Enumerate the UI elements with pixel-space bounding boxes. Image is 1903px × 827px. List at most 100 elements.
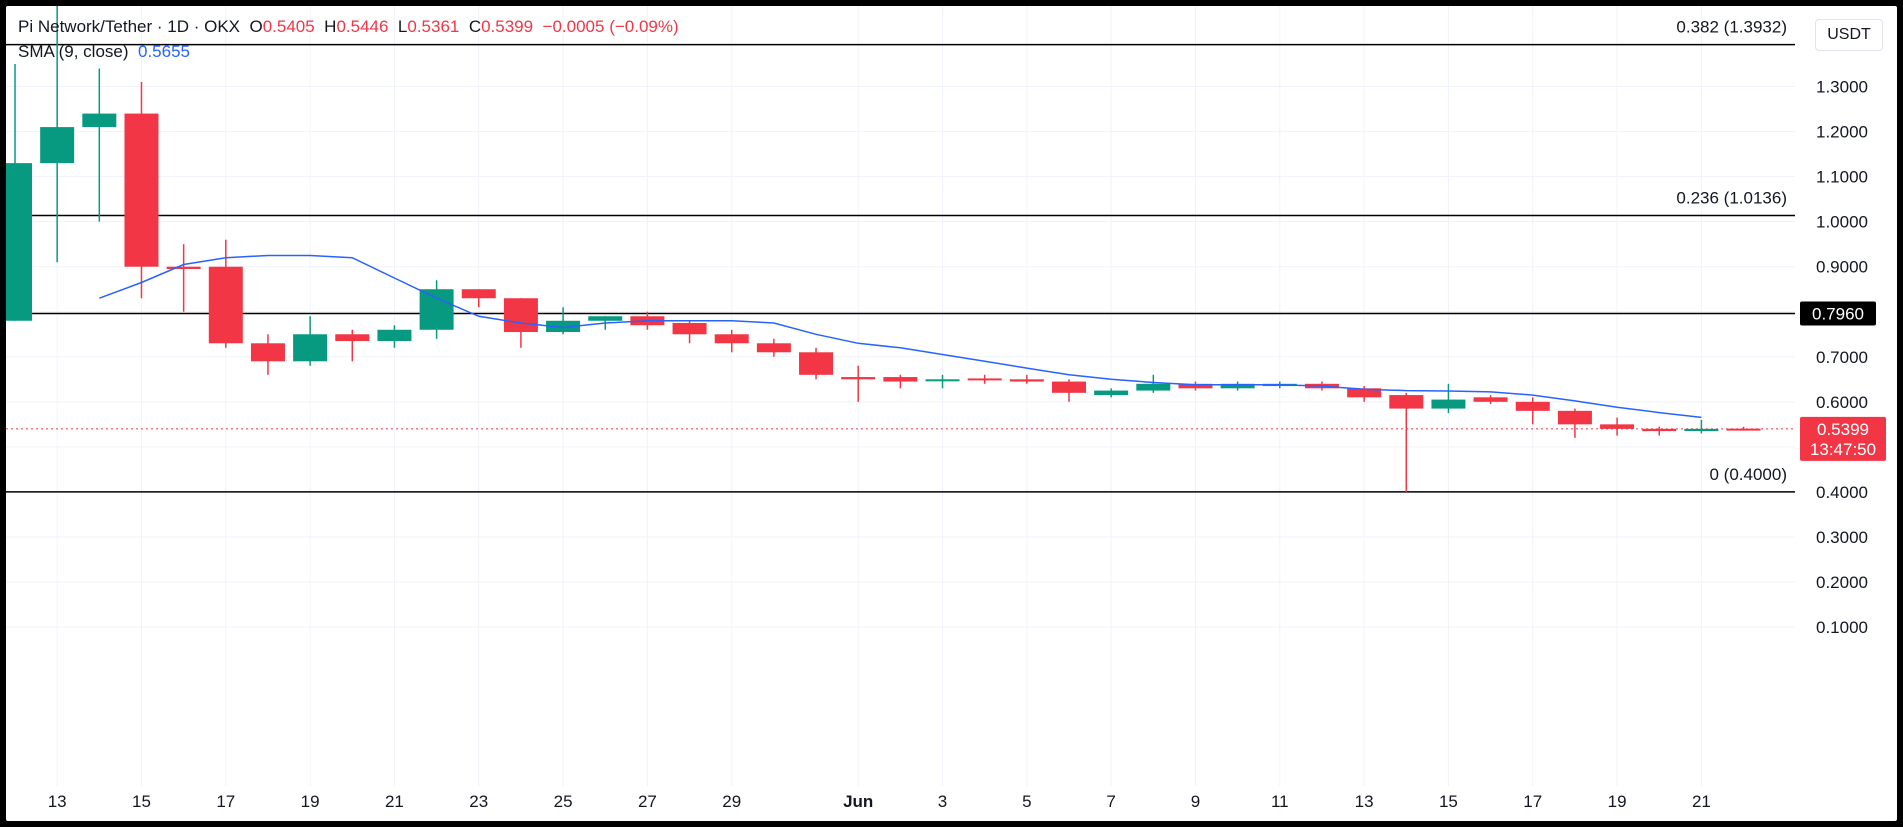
change-value: −0.0005 (−0.09%): [542, 17, 679, 36]
candle-body: [461, 289, 496, 299]
candle-body: [756, 343, 791, 353]
candle-body: [503, 298, 538, 333]
symbol-label[interactable]: Pi Network/Tether · 1D · OKX: [18, 17, 241, 36]
candle-body: [967, 378, 1002, 381]
price-chart[interactable]: 0.382 (1.3932) 0.236 (1.0136) 0 (0.4000) 1…: [6, 6, 1897, 821]
chart-panel[interactable]: 0.382 (1.3932) 0.236 (1.0136) 0 (0.4000) 1…: [6, 6, 1897, 821]
sma-line: [99, 254, 1702, 419]
y-tick-label: 1.3000: [1816, 78, 1868, 97]
candle-body: [1094, 390, 1129, 396]
candle-body: [208, 266, 243, 344]
x-tick-label: 9: [1191, 792, 1200, 811]
candle-body: [588, 316, 623, 321]
candle-body: [1347, 388, 1382, 398]
x-tick-label: Jun: [843, 792, 873, 811]
close-label: C: [468, 17, 482, 36]
high-label: H: [324, 17, 337, 36]
y-tick-label: 0.4000: [1816, 483, 1868, 502]
candle-body: [1178, 383, 1213, 389]
x-tick-label: 19: [1608, 792, 1627, 811]
fib-levels: 0.382 (1.3932) 0.236 (1.0136) 0 (0.4000): [6, 18, 1795, 493]
ohlc-legend: Pi Network/Tether · 1D · OKX O0.5405 H0.…: [18, 17, 679, 37]
candle-body: [1473, 397, 1508, 402]
candle-body: [1600, 424, 1635, 429]
candle-body: [377, 329, 412, 342]
low-label: L: [397, 17, 408, 36]
x-tick-label: 11: [1271, 792, 1289, 811]
x-tick-label: 3: [938, 792, 947, 811]
last-price-tag-countdown: 13:47:50: [1810, 440, 1876, 459]
x-tick-label: 21: [385, 792, 404, 811]
candle-body: [672, 323, 707, 335]
y-tick-label: 0.9000: [1816, 258, 1868, 277]
candle-body: [1052, 381, 1086, 393]
candle-body: [714, 334, 749, 344]
candles: [6, 6, 1761, 492]
high-value: 0.5446: [336, 17, 389, 36]
x-tick-label: 29: [722, 792, 741, 811]
indicator-legend[interactable]: SMA (9, close) 0.5655: [18, 42, 190, 62]
open-label: O: [249, 17, 263, 36]
candle-body: [250, 343, 285, 362]
candle-body: [1684, 428, 1719, 432]
open-value: 0.5405: [262, 17, 315, 36]
y-tick-label: 0.1000: [1816, 618, 1868, 637]
candle-body: [1726, 428, 1761, 431]
x-tick-label: 13: [1355, 792, 1374, 811]
candle-body: [124, 113, 159, 267]
indicator-value: 0.5655: [138, 42, 190, 61]
x-tick-label: 17: [1523, 792, 1542, 811]
candle-body: [166, 266, 201, 269]
candle-body: [1557, 410, 1592, 425]
candle-body: [1136, 383, 1171, 391]
grid: [6, 6, 1795, 786]
x-tick-label: 27: [638, 792, 657, 811]
fib-label: 0.382 (1.3932): [1676, 18, 1787, 37]
indicator-label[interactable]: SMA (9, close): [18, 42, 129, 61]
candle-body: [82, 113, 117, 128]
candle-body: [1431, 399, 1466, 409]
low-value: 0.5361: [407, 17, 460, 36]
candle-body: [841, 377, 876, 380]
fib-label: 0.236 (1.0136): [1676, 189, 1787, 208]
x-tick-label: 5: [1022, 792, 1031, 811]
x-tick-label: 17: [216, 792, 235, 811]
candle-body: [925, 379, 960, 382]
candle-body: [1515, 401, 1550, 411]
candle-body: [419, 289, 454, 330]
candle-body: [1642, 428, 1677, 432]
candle-body: [883, 377, 918, 382]
x-tick-label: 21: [1692, 792, 1711, 811]
close-value: 0.5399: [481, 17, 534, 36]
candle-body: [546, 320, 581, 333]
x-tick-label: 15: [132, 792, 151, 811]
candle-body: [1389, 395, 1424, 409]
candle-body: [335, 334, 370, 342]
y-tick-label: 0.2000: [1816, 573, 1868, 592]
x-tick-label: 7: [1106, 792, 1115, 811]
x-tick-label: 13: [48, 792, 67, 811]
y-tick-label: 1.2000: [1816, 123, 1868, 142]
y-tick-label: 1.1000: [1816, 168, 1868, 187]
y-tick-label: 0.3000: [1816, 528, 1868, 547]
y-axis: 1.3000 1.2000 1.1000 1.0000 0.9000 0.7000 0.60…: [1816, 78, 1868, 637]
currency-button[interactable]: USDT: [1815, 19, 1883, 51]
horizontal-line-tag-label: 0.7960: [1812, 305, 1864, 324]
candle-body: [40, 127, 75, 164]
x-tick-label: 25: [554, 792, 573, 811]
x-tick-label: 23: [469, 792, 488, 811]
y-tick-label: 0.6000: [1816, 393, 1868, 412]
last-price-tag-value: 0.5399: [1817, 420, 1869, 439]
candle-body: [1009, 379, 1044, 382]
candle-body: [1220, 383, 1255, 389]
x-tick-label: 19: [301, 792, 320, 811]
candle-body: [293, 334, 328, 362]
candle-body: [799, 352, 834, 375]
y-tick-label: 0.7000: [1816, 348, 1868, 367]
last-price-tag: [1800, 416, 1886, 461]
x-tick-label: 15: [1439, 792, 1458, 811]
sma-layer: [99, 254, 1702, 419]
x-axis: 13 15 17 19 21 23 25 27 29 Jun 3 5 7 9 11 13 15 17 19 21: [48, 792, 1711, 811]
horizontal-line-tag: [1800, 301, 1876, 326]
fib-label: 0 (0.4000): [1710, 465, 1788, 484]
